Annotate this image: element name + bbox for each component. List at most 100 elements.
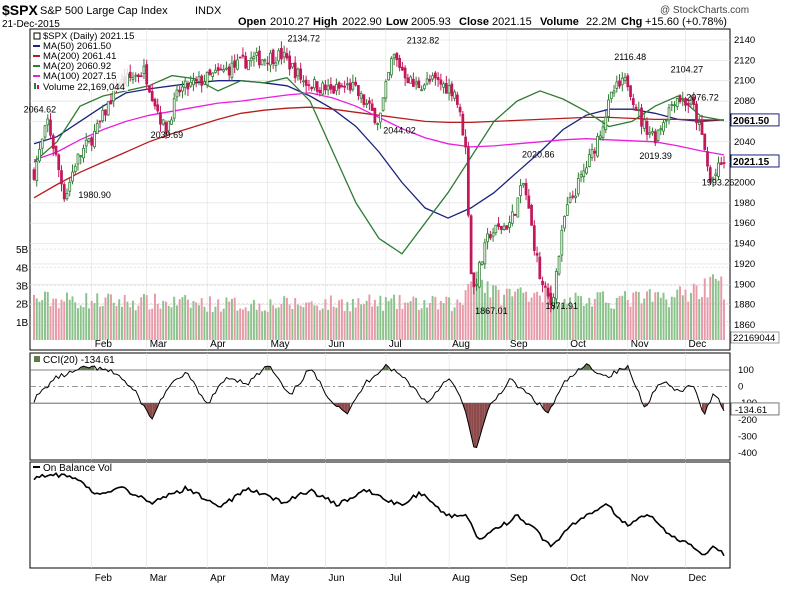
volume-bar — [613, 308, 616, 340]
volume-bar — [49, 306, 52, 340]
candle-body — [384, 81, 388, 99]
volume-bar — [569, 297, 572, 340]
volume-bar — [208, 296, 211, 340]
candle-body — [203, 81, 206, 85]
volume-bar — [134, 310, 137, 340]
candle-body — [368, 100, 371, 104]
volume-bar — [657, 292, 659, 340]
candle-body — [472, 272, 476, 288]
candle-body — [293, 62, 297, 79]
candle-body — [444, 83, 448, 94]
legend-background — [32, 31, 128, 91]
volume-bar — [324, 299, 327, 340]
candle-body — [93, 130, 96, 148]
candle-body — [183, 80, 187, 88]
volume-bar — [206, 311, 209, 340]
candle-body — [678, 95, 682, 103]
candle-body — [274, 62, 278, 66]
volume-bar — [640, 303, 643, 340]
volume-bar — [420, 308, 423, 340]
volume-bar — [93, 303, 96, 340]
volume-bar — [57, 308, 60, 340]
volume-bar — [66, 292, 68, 340]
volume-label: Volume — [540, 16, 579, 28]
candle-body — [38, 149, 41, 162]
volume-box-label: 22169044 — [733, 333, 775, 344]
month-label-price: Apr — [210, 339, 226, 350]
candle-body — [219, 68, 223, 71]
volume-bar — [409, 301, 412, 340]
candle-body — [192, 79, 195, 86]
candle-body — [62, 184, 66, 200]
volume-bar — [195, 302, 198, 340]
candle-body — [387, 71, 390, 81]
volume-bar — [621, 295, 624, 340]
candle-body — [40, 138, 44, 149]
volume-bar — [233, 297, 236, 340]
legend-ma200: MA(200) 2061.41 — [43, 51, 116, 62]
volume-tick-label: 3B — [16, 281, 29, 292]
candle-body — [249, 57, 253, 62]
volume-bar — [200, 298, 203, 340]
price-annotation: 1993.26 — [702, 177, 735, 187]
volume-bar — [96, 293, 99, 340]
candle-body — [315, 81, 319, 92]
candle-body — [629, 85, 632, 97]
volume-bar — [109, 294, 112, 340]
volume-bar — [173, 296, 176, 340]
candle-body — [477, 262, 481, 288]
volume-bar — [228, 301, 231, 340]
price-annotation: 2076.72 — [686, 92, 719, 102]
candle-body — [205, 71, 209, 86]
volume-bar — [294, 297, 297, 340]
volume-bar — [503, 294, 506, 340]
candle-body — [409, 76, 412, 84]
cci-oversold-fill — [465, 403, 469, 424]
volume-bar — [665, 299, 668, 340]
candle-body — [238, 56, 242, 59]
volume-bar — [681, 295, 684, 340]
volume-bar — [687, 301, 690, 340]
volume-bar — [670, 296, 673, 340]
volume-tick-label: 2B — [16, 300, 29, 311]
cci-tick-label: -200 — [738, 415, 757, 426]
candle-body — [137, 74, 140, 78]
volume-bar — [445, 296, 448, 340]
candle-body — [227, 66, 231, 76]
cci-oversold-fill — [347, 403, 351, 414]
volume-bar — [637, 292, 640, 340]
price-box — [730, 154, 780, 168]
volume-bar — [475, 271, 478, 340]
candle-body — [291, 62, 294, 68]
volume-bar — [395, 308, 398, 340]
price-annotation: 2020.86 — [522, 149, 555, 159]
volume-bar — [511, 296, 514, 340]
candle-body — [453, 91, 456, 99]
candle-body — [104, 109, 107, 116]
volume-bar — [145, 295, 148, 340]
cci-tick-label: 0 — [738, 382, 743, 393]
legend-swatch-volume — [34, 83, 36, 89]
volume-bar — [596, 292, 599, 340]
volume-bar — [371, 306, 374, 340]
candle-body — [546, 287, 550, 297]
volume-bar — [285, 297, 288, 340]
volume-bar — [610, 308, 613, 340]
candle-body — [43, 125, 47, 138]
symbol-name: S&P 500 Large Cap Index — [40, 5, 168, 17]
cci-overbought-fill — [385, 364, 389, 370]
cci-oversold-fill — [468, 403, 472, 436]
candle-body — [398, 57, 401, 68]
candle-body — [252, 56, 256, 60]
volume-bar — [266, 311, 269, 340]
volume-bar — [38, 301, 41, 340]
candle-body — [717, 162, 720, 177]
volume-bar — [514, 291, 517, 340]
price-box-label: 2061.50 — [733, 116, 770, 127]
volume-bar — [63, 301, 66, 340]
cci-line — [33, 363, 725, 449]
price-annotation: 2039.69 — [151, 130, 184, 140]
price-annotation: 2019.39 — [639, 151, 672, 161]
candle-body — [164, 122, 168, 135]
candle-body — [313, 79, 316, 89]
